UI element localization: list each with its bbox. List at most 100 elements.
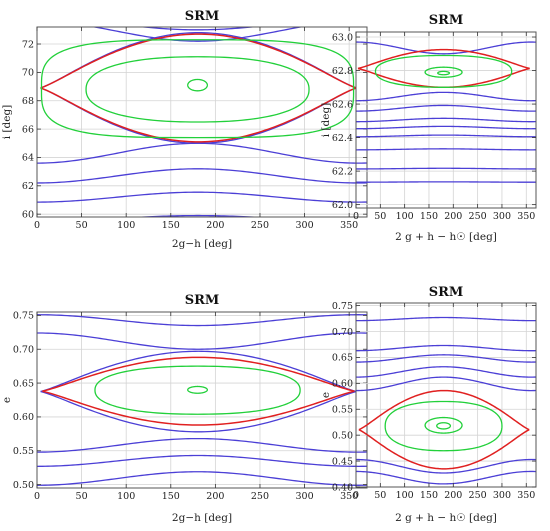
x-tick-label: 100 — [396, 490, 414, 501]
y-tick-label: 62.8 — [332, 66, 353, 77]
x-tick-label: 0 — [353, 211, 359, 222]
x-tick-label: 350 — [517, 490, 535, 501]
x-tick-label: 300 — [295, 220, 313, 231]
x-axis-label: 2 g + h − h☉ [deg] — [395, 231, 497, 243]
circulating-curve — [356, 134, 536, 138]
x-tick-label: 50 — [76, 220, 88, 231]
y-tick-label: 63.0 — [332, 32, 353, 43]
circulating-curve — [37, 437, 367, 453]
y-tick-label: 0.50 — [13, 480, 34, 491]
y-tick-label: 0.75 — [13, 311, 34, 322]
librating-curve — [424, 66, 463, 78]
circulating-curve — [40, 350, 357, 393]
librating-curve — [94, 365, 301, 415]
y-tick-label: 62 — [22, 181, 34, 192]
separatrix-curve — [40, 33, 357, 89]
chart-title: SRM — [429, 13, 464, 28]
x-tick-label: 200 — [206, 491, 224, 502]
x-axis-label: 2 g + h − h☉ [deg] — [395, 512, 497, 524]
circulating-curve — [37, 332, 367, 350]
x-tick-label: 350 — [340, 220, 358, 231]
y-tick-label: 68 — [22, 96, 34, 107]
circulating-curve — [356, 458, 536, 474]
curves — [37, 27, 367, 217]
circulating-curve — [37, 471, 367, 486]
y-tick-label: 0.50 — [332, 430, 353, 441]
x-tick-label: 50 — [76, 491, 88, 502]
y-tick-label: 64 — [22, 153, 34, 164]
chart-title: SRM — [185, 293, 220, 308]
chart-title: SRM — [429, 285, 464, 300]
circulating-curve — [356, 148, 536, 151]
plot-frame — [355, 31, 537, 209]
x-tick-label: 200 — [444, 490, 462, 501]
y-axis-label: e — [320, 392, 332, 398]
x-tick-label: 350 — [340, 491, 358, 502]
separatrix-curve — [40, 87, 357, 143]
x-tick-label: 150 — [162, 491, 180, 502]
plot-frame — [355, 302, 537, 488]
circulating-curve — [356, 125, 536, 130]
y-tick-label: 66 — [22, 124, 34, 135]
y-tick-label: 0.45 — [332, 456, 353, 467]
librating-curve — [40, 39, 355, 139]
y-tick-label: 0.65 — [13, 378, 34, 389]
x-tick-label: 350 — [517, 211, 535, 222]
y-tick-label: 60 — [22, 209, 34, 220]
circulating-curve — [37, 314, 367, 327]
circulating-curve — [37, 168, 367, 184]
separatrix-curve — [42, 390, 355, 426]
x-axis-label: 2g−h [deg] — [172, 238, 232, 250]
circulating-curve — [37, 454, 367, 467]
circulating-curve — [356, 91, 536, 102]
y-tick-label: 0.70 — [13, 345, 34, 356]
x-tick-label: 250 — [251, 491, 269, 502]
librating-curve — [384, 400, 503, 452]
x-tick-label: 150 — [420, 211, 438, 222]
circulating-curve — [356, 354, 536, 363]
circulating-curve — [356, 376, 536, 392]
x-tick-label: 150 — [420, 490, 438, 501]
circulating-curve — [356, 366, 536, 378]
y-axis-label: i [deg] — [320, 103, 332, 138]
y-tick-label: 0.60 — [332, 379, 353, 390]
y-tick-label: 0.75 — [332, 301, 353, 312]
librating-curve — [374, 54, 513, 88]
plot-frame — [36, 311, 368, 489]
chart-inclination-2g-minus-h: 0 50 100 150 200 250 300 350 60 62 64 66 68 70 72 SRM 2g… — [1, 9, 368, 250]
librating-curve — [85, 56, 310, 123]
curves — [356, 41, 536, 183]
x-tick-label: 300 — [295, 491, 313, 502]
y-tick-label: 0.65 — [332, 353, 353, 364]
x-tick-label: 0 — [34, 220, 40, 231]
chart-eccentricity-2g-plus-h: 0 50 100 150 200 250 300 3500.400.450.500.550.6… — [320, 285, 537, 524]
y-tick-label: 62.0 — [332, 200, 353, 211]
chart-title: SRM — [185, 9, 220, 24]
librating-curve — [187, 78, 209, 92]
y-tick-label: 62.6 — [332, 99, 353, 110]
separatrix-curve — [358, 389, 530, 431]
x-tick-label: 50 — [374, 490, 386, 501]
chart-eccentricity-2g-minus-h: 0 50 100 150 200 250 300 350 0.50 0.55 0.60 0.65 0.7… — [1, 293, 368, 524]
circulating-curve — [37, 191, 367, 203]
x-tick-label: 300 — [493, 490, 511, 501]
y-tick-label: 0.55 — [332, 405, 353, 416]
circulating-curve — [137, 27, 258, 31]
x-tick-label: 50 — [374, 211, 386, 222]
y-tick-label: 0.40 — [332, 482, 353, 493]
curves — [356, 316, 536, 485]
y-tick-label: 62.2 — [332, 166, 353, 177]
x-tick-label: 100 — [117, 220, 135, 231]
y-tick-label: 72 — [22, 39, 34, 50]
x-tick-label: 250 — [469, 211, 487, 222]
x-axis-label: 2g−h [deg] — [172, 512, 232, 524]
y-tick-label: 70 — [22, 68, 34, 79]
y-tick-label: 0.55 — [13, 446, 34, 457]
separatrix-curve — [357, 48, 530, 70]
separatrix-curve — [42, 356, 355, 392]
circulating-curve — [90, 27, 305, 42]
librating-curve — [187, 385, 209, 394]
y-tick-label: 0.60 — [13, 412, 34, 423]
x-tick-label: 100 — [117, 491, 135, 502]
